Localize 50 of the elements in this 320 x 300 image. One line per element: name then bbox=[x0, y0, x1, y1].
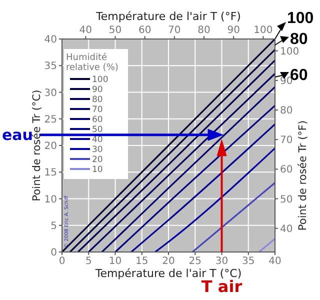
legend-label: 100 bbox=[92, 75, 108, 85]
legend-label: 80 bbox=[92, 95, 103, 105]
legend-label: 10 bbox=[92, 165, 103, 175]
text: eau bbox=[2, 126, 33, 144]
text: 80 bbox=[290, 31, 308, 48]
x-tick-label: 40 bbox=[268, 256, 282, 267]
legend-label: 40 bbox=[92, 135, 103, 145]
x2-tick-label: 100 bbox=[254, 25, 273, 36]
y2-tick-label: 40 bbox=[280, 224, 293, 235]
y2-axis-title: Point de rosée Tr (°F) bbox=[297, 120, 309, 231]
y2-tick-label: 70 bbox=[280, 135, 293, 146]
y-tick-label: 0 bbox=[50, 248, 57, 258]
y-tick-label: 15 bbox=[44, 168, 57, 179]
x-tick-label: 10 bbox=[108, 256, 122, 267]
y-tick-label: 40 bbox=[44, 34, 57, 46]
x-tick-label: 35 bbox=[242, 256, 255, 267]
x-tick-label: 0 bbox=[58, 256, 66, 267]
x-axis-title: Température de l'air T (°C) bbox=[94, 267, 242, 280]
x-tick-label: 30 bbox=[215, 256, 228, 267]
x2-tick-label: 50 bbox=[108, 25, 122, 36]
y-tick-label: 5 bbox=[50, 220, 57, 232]
text: 100 bbox=[287, 10, 314, 27]
legend-label: 60 bbox=[92, 115, 103, 125]
x2-tick-label: 80 bbox=[198, 25, 210, 36]
x2-axis-title: Température de l'air T (°F) bbox=[95, 10, 241, 23]
y2-tick-label: 50 bbox=[280, 194, 293, 206]
x2-tick-label: 70 bbox=[168, 25, 181, 36]
legend-label: 70 bbox=[92, 105, 103, 115]
y-tick-label: 30 bbox=[44, 88, 57, 99]
y-axis-title: Point de rosée Tr (°C) bbox=[31, 90, 43, 202]
y2-tick-label: 80 bbox=[280, 106, 293, 116]
x-tick-label: 15 bbox=[136, 256, 148, 267]
y2-tick-label: 100 bbox=[280, 46, 300, 58]
x2-tick-label: 90 bbox=[227, 25, 240, 36]
x-tick-label: 20 bbox=[162, 256, 175, 267]
text: T air bbox=[201, 277, 242, 296]
legend-title: Humidité relative (%) bbox=[66, 52, 118, 73]
y-tick-label: 10 bbox=[44, 194, 57, 206]
x2-tick-label: 60 bbox=[138, 25, 152, 36]
x2-tick-label: 40 bbox=[79, 25, 92, 36]
y2-tick-label: 60 bbox=[280, 164, 293, 176]
legend-label: 30 bbox=[92, 145, 103, 155]
y-tick-label: 25 bbox=[44, 114, 57, 126]
x-tick-label: 25 bbox=[188, 256, 202, 267]
y-tick-label: 35 bbox=[44, 61, 57, 72]
legend-label: 90 bbox=[92, 85, 103, 95]
x-tick-label: 5 bbox=[85, 256, 92, 267]
legend-label: 50 bbox=[92, 125, 103, 135]
y-tick-label: 20 bbox=[44, 141, 57, 152]
legend-label: 20 bbox=[92, 155, 103, 165]
